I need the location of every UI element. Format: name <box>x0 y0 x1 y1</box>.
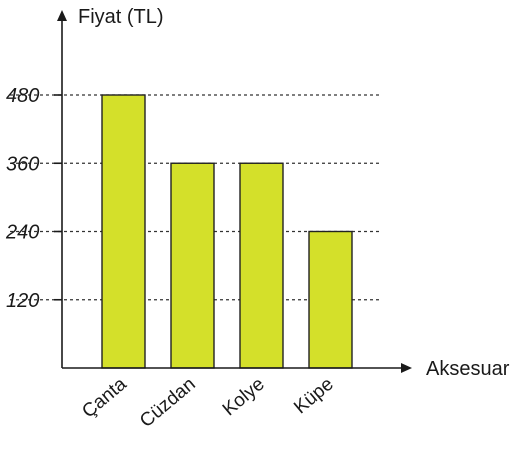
y-tick-label: 360 <box>6 153 39 175</box>
x-category-label: Cüzdan <box>136 374 200 432</box>
bars <box>101 94 353 369</box>
x-category-label: Çanta <box>78 373 131 422</box>
x-category-label: Küpe <box>290 374 337 419</box>
y-tick-labels: 120 240 360 480 <box>5 85 39 312</box>
bar <box>308 230 353 369</box>
bar <box>239 162 284 369</box>
x-axis-arrow-icon <box>401 363 412 373</box>
y-tick-label: 480 <box>6 85 39 107</box>
y-axis-label: Fiyat (TL) <box>78 6 164 28</box>
x-category-label: Kolye <box>219 374 269 421</box>
bar <box>170 162 215 369</box>
x-category-labels: Çanta Cüzdan Kolye Küpe <box>78 373 337 431</box>
x-axis-label: Aksesuar <box>426 358 510 380</box>
y-tick-label: 120 <box>6 290 39 312</box>
y-axis-arrow-icon <box>57 10 67 21</box>
bar <box>101 94 146 369</box>
y-tick-label: 240 <box>5 222 39 244</box>
